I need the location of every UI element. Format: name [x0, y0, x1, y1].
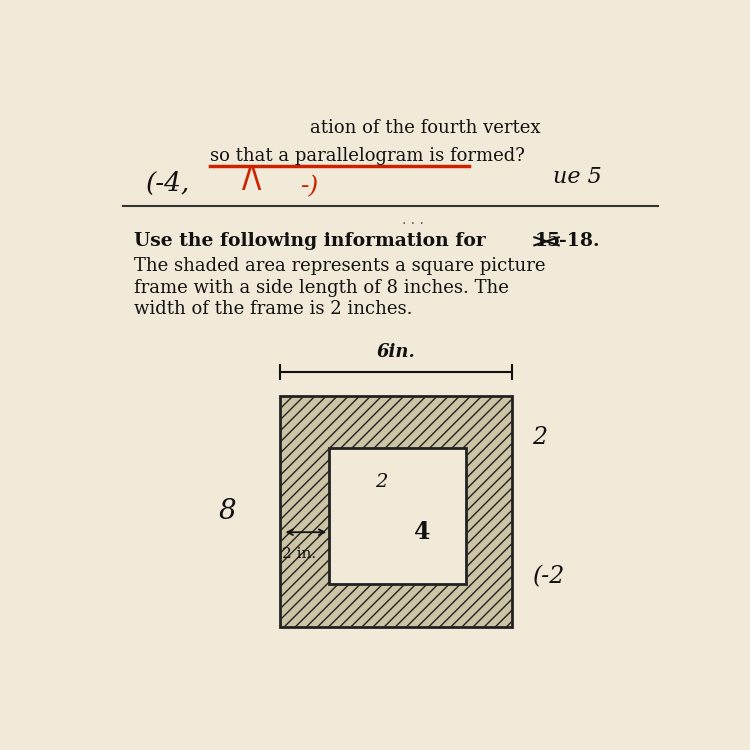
Text: . . .: . . . [403, 213, 424, 227]
Text: 2 in.: 2 in. [282, 547, 316, 561]
Text: 8: 8 [219, 498, 236, 525]
Bar [280, 396, 512, 627]
Bar [329, 448, 466, 584]
Text: 2: 2 [375, 473, 387, 491]
Text: 15: 15 [534, 232, 560, 250]
Text: (-4,: (-4, [146, 171, 190, 196]
Text: /\: /\ [242, 168, 261, 194]
Text: ue 5: ue 5 [553, 166, 602, 188]
Text: -): -) [300, 175, 318, 198]
Text: (-2: (-2 [532, 565, 565, 588]
Text: frame with a side length of 8 inches. The: frame with a side length of 8 inches. Th… [134, 278, 509, 296]
Text: so that a parallelogram is formed?: so that a parallelogram is formed? [209, 148, 524, 166]
Text: -18.: -18. [559, 232, 599, 250]
Text: 2: 2 [532, 426, 548, 449]
Text: ation of the fourth vertex: ation of the fourth vertex [310, 118, 540, 136]
Text: Use the following information for: Use the following information for [134, 232, 493, 250]
Text: width of the frame is 2 inches.: width of the frame is 2 inches. [134, 300, 413, 318]
Text: The shaded area represents a square picture: The shaded area represents a square pict… [134, 257, 546, 275]
Text: 4: 4 [414, 520, 430, 544]
Text: 6in.: 6in. [376, 344, 416, 362]
